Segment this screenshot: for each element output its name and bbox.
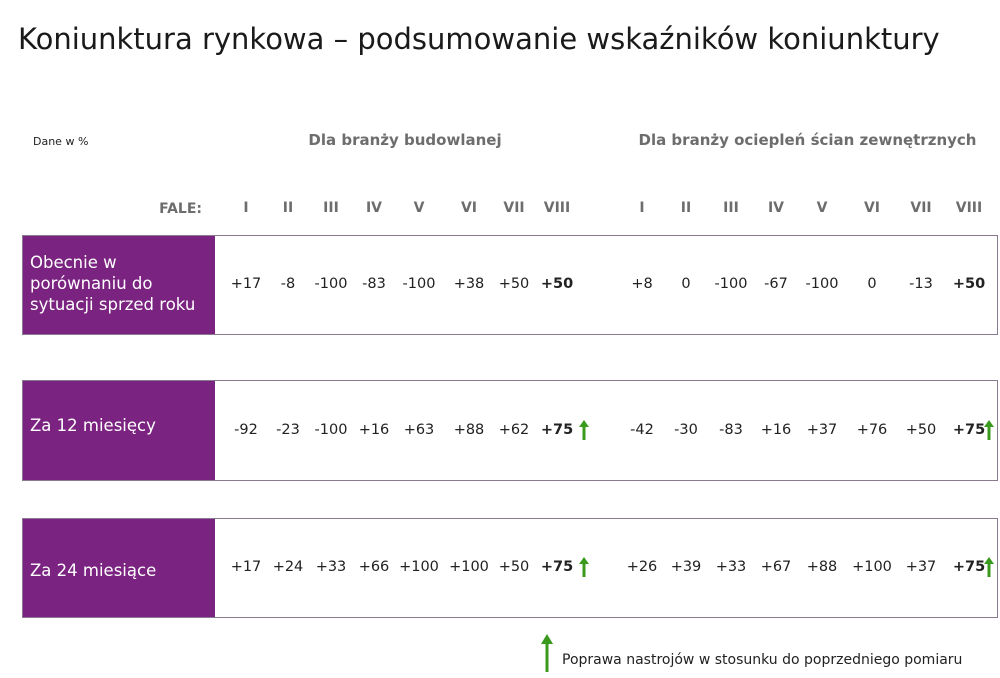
wave-header-construction: II [282, 200, 294, 216]
wave-header-insulation: I [639, 200, 645, 216]
waves-label: FALE: [159, 201, 202, 217]
table-cell-construction: +75 [540, 422, 574, 438]
group-header-insulation: Dla branży ociepleń ścian zewnętrznych [638, 131, 977, 149]
group-header-construction: Dla branży budowlanej [308, 131, 502, 149]
table-cell-insulation: -42 [630, 422, 654, 438]
table-cell-insulation: 0 [867, 276, 877, 292]
wave-header-construction: VII [503, 200, 525, 216]
wave-header-insulation: VII [910, 200, 932, 216]
table-cell-construction: +62 [498, 422, 530, 438]
table-row-12-months: Za 12 miesięcy [22, 380, 998, 481]
table-cell-construction: -100 [314, 422, 348, 438]
table-cell-construction: +38 [453, 276, 485, 292]
table-cell-construction: +66 [358, 559, 390, 575]
table-cell-construction: +75 [540, 559, 574, 575]
table-cell-construction: +50 [540, 276, 574, 292]
page-title: Koniunktura rynkowa – podsumowanie wskaź… [18, 22, 940, 56]
table-cell-construction: -100 [402, 276, 436, 292]
table-cell-insulation: +37 [806, 422, 838, 438]
wave-header-construction: V [413, 200, 425, 216]
wave-header-insulation: VI [863, 200, 881, 216]
wave-header-insulation: II [680, 200, 692, 216]
table-cell-insulation: +16 [760, 422, 792, 438]
table-cell-construction: +17 [230, 559, 262, 575]
wave-header-insulation: III [723, 200, 739, 216]
table-cell-insulation: +26 [626, 559, 658, 575]
table-cell-insulation: +50 [905, 422, 937, 438]
table-cell-construction: -92 [234, 422, 258, 438]
table-cell-construction: +100 [399, 559, 439, 575]
legend-text: Poprawa nastrojów w stosunku do poprzedn… [562, 652, 963, 668]
table-cell-insulation: +50 [952, 276, 986, 292]
table-cell-construction: +88 [453, 422, 485, 438]
wave-header-construction: III [323, 200, 339, 216]
table-row-current: Obecnie w porównaniu do sytuacji sprzed … [22, 235, 998, 335]
table-cell-construction: -23 [276, 422, 300, 438]
up-arrow-icon [541, 634, 553, 672]
table-cell-insulation: +8 [631, 276, 653, 292]
wave-header-construction: VIII [543, 200, 571, 216]
table-cell-insulation: -100 [805, 276, 839, 292]
table-cell-construction: +16 [358, 422, 390, 438]
table-cell-construction: +100 [449, 559, 489, 575]
wave-header-construction: VI [460, 200, 478, 216]
table-cell-insulation: +75 [952, 422, 986, 438]
wave-header-insulation: IV [767, 200, 785, 216]
up-arrow-icon [579, 557, 589, 577]
table-cell-insulation: +76 [856, 422, 888, 438]
table-cell-construction: +50 [498, 559, 530, 575]
table-cell-insulation: -13 [909, 276, 933, 292]
table-cell-insulation: -100 [714, 276, 748, 292]
table-cell-insulation: 0 [681, 276, 691, 292]
table-cell-insulation: +33 [715, 559, 747, 575]
row-label: Za 24 miesiące [23, 519, 215, 617]
table-cell-construction: +33 [315, 559, 347, 575]
row-label: Za 12 miesięcy [23, 381, 215, 480]
table-cell-construction: -83 [362, 276, 386, 292]
units-note: Dane w % [33, 135, 89, 148]
up-arrow-icon [984, 420, 994, 440]
table-cell-insulation: +37 [905, 559, 937, 575]
table-cell-insulation: +39 [670, 559, 702, 575]
table-cell-insulation: +88 [806, 559, 838, 575]
table-cell-insulation: +75 [952, 559, 986, 575]
table-cell-construction: -100 [314, 276, 348, 292]
table-cell-construction: +50 [498, 276, 530, 292]
up-arrow-icon [579, 420, 589, 440]
table-cell-insulation: +67 [760, 559, 792, 575]
table-cell-insulation: +100 [852, 559, 892, 575]
wave-header-insulation: V [816, 200, 828, 216]
table-cell-insulation: -30 [674, 422, 698, 438]
table-cell-construction: +63 [403, 422, 435, 438]
table-cell-construction: +17 [230, 276, 262, 292]
wave-header-insulation: VIII [955, 200, 983, 216]
table-row-24-months: Za 24 miesiące [22, 518, 998, 618]
table-cell-insulation: -83 [719, 422, 743, 438]
wave-header-construction: I [243, 200, 249, 216]
table-cell-construction: +24 [272, 559, 304, 575]
wave-header-construction: IV [365, 200, 383, 216]
table-cell-construction: -8 [280, 276, 296, 292]
table-cell-insulation: -67 [764, 276, 788, 292]
row-label: Obecnie w porównaniu do sytuacji sprzed … [23, 236, 215, 334]
up-arrow-icon [984, 557, 994, 577]
